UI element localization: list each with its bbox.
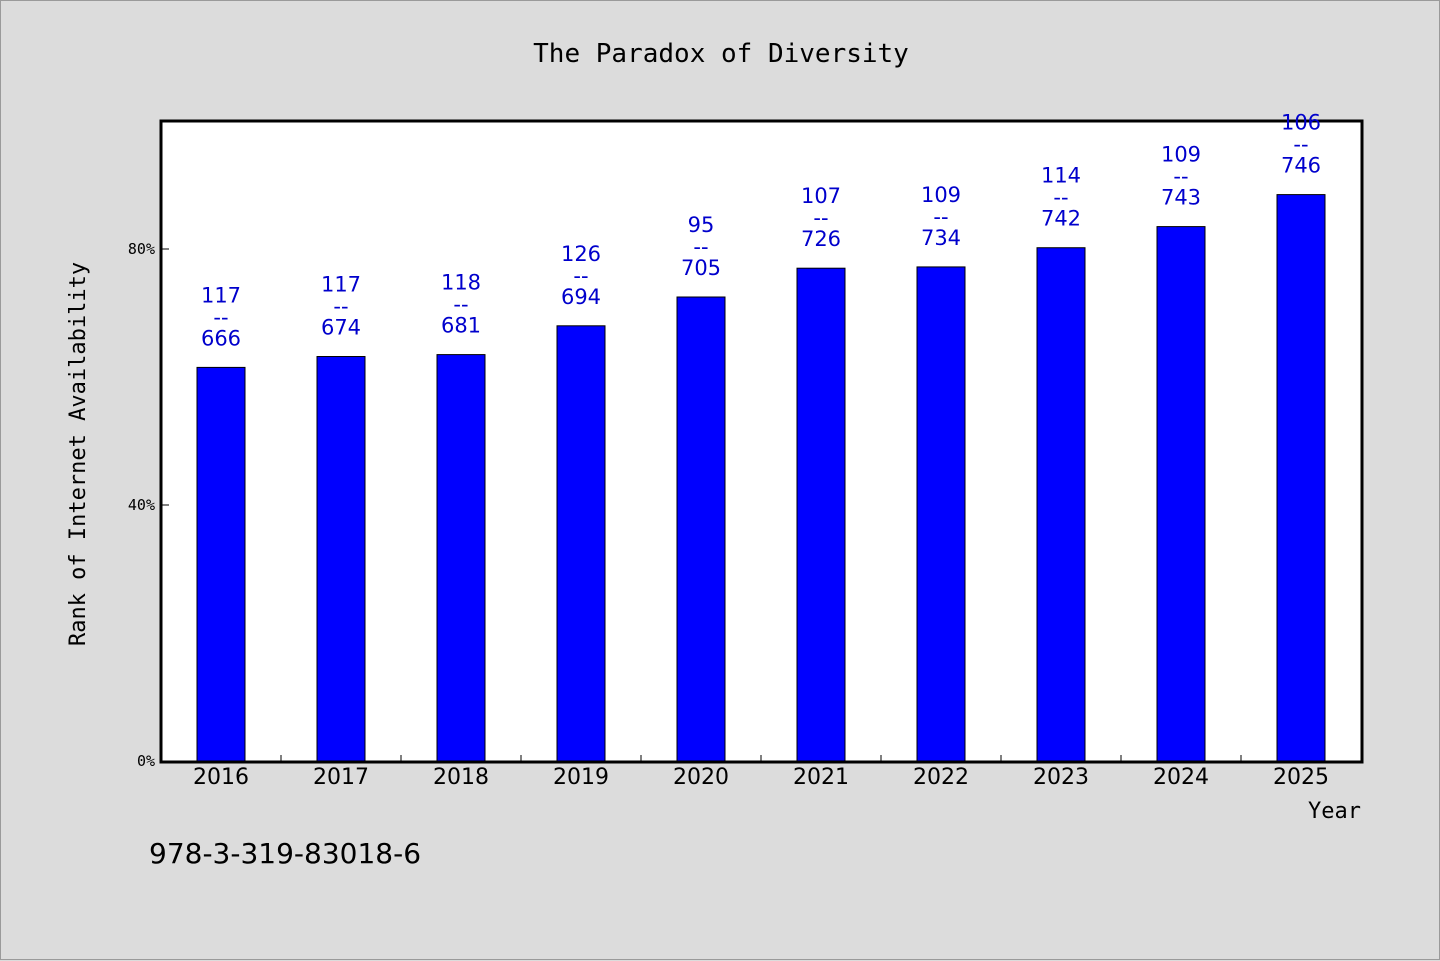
bar-label-sep-2016: -- (213, 305, 228, 329)
bar-label-top-2023: 114 (1041, 164, 1081, 188)
bar-label-top-2021: 107 (801, 184, 841, 208)
bar-label-top-2024: 109 (1161, 143, 1201, 167)
x-tick-label-2018: 2018 (433, 765, 489, 790)
y-ticks-group: 0% 40% 80% (128, 240, 169, 770)
bar-label-bottom-2024: 743 (1161, 186, 1201, 210)
bar-2025 (1276, 194, 1326, 762)
bar-label-sep-2023: -- (1053, 186, 1068, 210)
bar-label-sep-2021: -- (813, 206, 828, 230)
y-tick-label-0: 0% (137, 752, 155, 770)
y-tick-label-40: 40% (128, 496, 155, 514)
bar-label-top-2022: 109 (921, 183, 961, 207)
bar-label-bottom-2019: 694 (561, 285, 601, 309)
x-tick-label-2024: 2024 (1153, 765, 1209, 790)
bar-2019 (556, 325, 606, 762)
bar-label-bottom-2018: 681 (441, 314, 481, 338)
x-tick-label-2017: 2017 (313, 765, 369, 790)
bar-label-top-2025: 106 (1281, 111, 1321, 135)
bar-label-sep-2024: -- (1173, 165, 1188, 189)
bar-2017 (316, 356, 366, 762)
bars-group (196, 194, 1326, 762)
bar-label-top-2016: 117 (201, 283, 241, 307)
x-tick-label-2025: 2025 (1273, 765, 1329, 790)
x-tick-label-2023: 2023 (1033, 765, 1089, 790)
bar-label-sep-2025: -- (1293, 133, 1308, 157)
bar-label-sep-2018: -- (453, 293, 468, 317)
bar-2023 (1036, 247, 1086, 762)
bar-label-top-2017: 117 (321, 273, 361, 297)
x-axis-label: Year (1308, 799, 1361, 824)
bar-label-top-2018: 118 (441, 271, 481, 295)
bar-2018 (436, 354, 486, 762)
chart-title: The Paradox of Diversity (533, 39, 909, 69)
bar-label-top-2020: 95 (688, 213, 715, 237)
isbn-text: 978-3-319-83018-6 (149, 837, 421, 870)
bar-label-top-2019: 126 (561, 242, 601, 266)
bar-label-bottom-2021: 726 (801, 227, 841, 251)
bar-label-bottom-2023: 742 (1041, 207, 1081, 231)
bar-2016 (196, 366, 246, 762)
x-tick-label-2020: 2020 (673, 765, 729, 790)
bar-label-bottom-2025: 746 (1281, 154, 1321, 178)
x-tick-label-2016: 2016 (193, 765, 249, 790)
data-labels-group: 666--117674--117681--118694--126705--957… (201, 111, 1321, 351)
x-ticks-group: 2016 2017 2018 2019 2020 2021 2022 2023 2024 2025 (193, 755, 1329, 790)
bar-label-bottom-2016: 666 (201, 326, 241, 350)
bar-label-bottom-2020: 705 (681, 256, 721, 280)
bar-label-sep-2017: -- (333, 295, 348, 319)
x-tick-label-2022: 2022 (913, 765, 969, 790)
bar-2020 (676, 296, 726, 762)
y-tick-label-80: 80% (128, 240, 155, 258)
bar-label-sep-2020: -- (693, 235, 708, 259)
bar-label-sep-2019: -- (573, 264, 588, 288)
bar-label-bottom-2017: 674 (321, 316, 361, 340)
bar-2021 (796, 267, 846, 762)
y-axis-label: Rank of Internet Availability (66, 262, 91, 646)
bar-label-bottom-2022: 734 (921, 226, 961, 250)
bar-2022 (916, 266, 966, 762)
x-tick-label-2019: 2019 (553, 765, 609, 790)
bar-label-sep-2022: -- (933, 205, 948, 229)
bar-2024 (1156, 226, 1206, 762)
x-tick-label-2021: 2021 (793, 765, 849, 790)
